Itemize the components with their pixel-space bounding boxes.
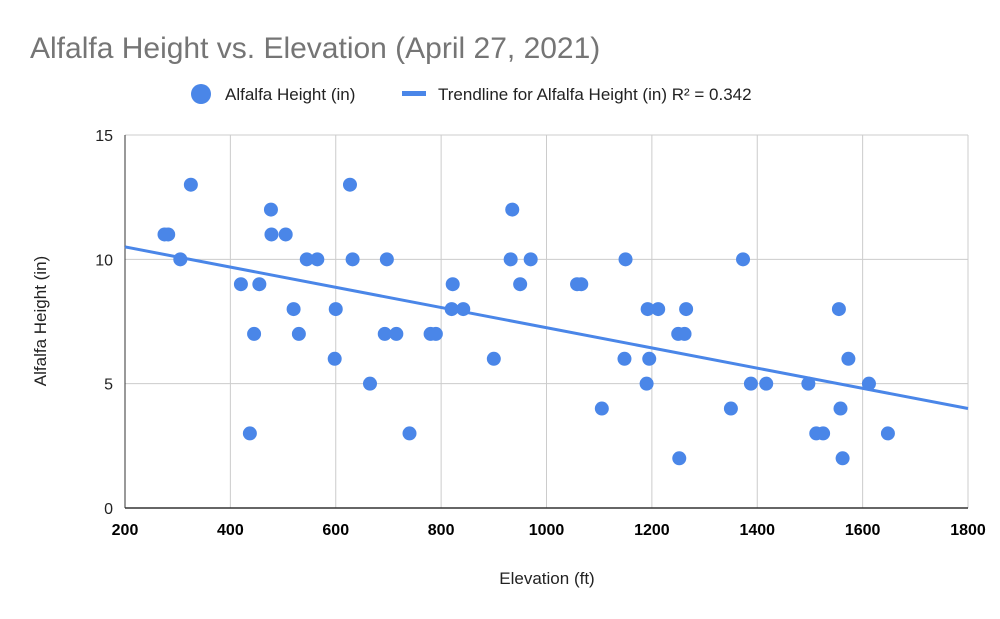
data-point <box>679 302 694 317</box>
data-point <box>242 426 257 441</box>
data-point <box>833 401 848 416</box>
data-point <box>428 326 443 341</box>
data-point <box>389 326 404 341</box>
data-point <box>252 277 267 292</box>
data-point <box>861 376 876 391</box>
data-point <box>183 177 198 192</box>
data-point <box>801 376 816 391</box>
data-point <box>594 401 609 416</box>
data-point <box>835 451 850 466</box>
x-tick-label: 800 <box>428 522 455 539</box>
data-point <box>642 351 657 366</box>
data-point <box>377 326 392 341</box>
y-axis-label: Alfalfa Height (in) <box>31 256 50 386</box>
y-tick-label: 5 <box>104 377 113 394</box>
data-point <box>327 351 342 366</box>
data-point <box>486 351 501 366</box>
data-point <box>759 376 774 391</box>
data-point <box>523 252 538 267</box>
data-point <box>831 302 846 317</box>
data-point <box>362 376 377 391</box>
data-point <box>574 277 589 292</box>
data-point <box>639 376 654 391</box>
data-point <box>743 376 758 391</box>
gridlines <box>125 134 969 508</box>
x-tick-label: 1400 <box>739 522 775 539</box>
axes <box>124 135 968 509</box>
data-point <box>841 351 856 366</box>
data-point <box>503 252 518 267</box>
data-point <box>328 302 343 317</box>
data-point <box>618 252 633 267</box>
data-point <box>264 227 279 242</box>
data-point <box>880 426 895 441</box>
data-point <box>816 426 831 441</box>
data-point <box>342 177 357 192</box>
y-tick-label: 0 <box>104 501 113 518</box>
data-point <box>310 252 325 267</box>
x-tick-label: 1600 <box>845 522 881 539</box>
trendline <box>124 245 969 411</box>
data-point <box>299 252 314 267</box>
data-point <box>456 302 471 317</box>
x-tick-label: 1200 <box>634 522 670 539</box>
data-point <box>505 202 520 217</box>
x-tick-label: 400 <box>217 522 244 539</box>
y-tick-label: 15 <box>95 128 113 145</box>
legend-marker-points <box>191 84 211 104</box>
data-point <box>161 227 176 242</box>
data-point <box>286 302 301 317</box>
x-tick-label: 600 <box>322 522 349 539</box>
data-point <box>513 277 528 292</box>
data-point <box>617 351 632 366</box>
x-tick-label: 1800 <box>950 522 986 539</box>
x-axis-label: Elevation (ft) <box>499 569 594 588</box>
data-point <box>651 302 666 317</box>
data-point <box>263 202 278 217</box>
legend-marker-trendline <box>402 91 426 96</box>
data-point <box>291 326 306 341</box>
x-tick-label: 200 <box>112 522 139 539</box>
data-point <box>379 252 394 267</box>
data-point <box>402 426 417 441</box>
x-tick-label: 1000 <box>529 522 565 539</box>
data-point <box>672 451 687 466</box>
data-point <box>247 326 262 341</box>
chart-title: Alfalfa Height vs. Elevation (April 27, … <box>30 32 600 65</box>
data-point <box>723 401 738 416</box>
trendline-layer <box>124 245 969 411</box>
data-point <box>677 326 692 341</box>
legend-label-trendline: Trendline for Alfalfa Height (in) R² = 0… <box>438 85 752 104</box>
data-points <box>157 177 895 466</box>
legend-label-points: Alfalfa Height (in) <box>225 85 355 104</box>
data-point <box>278 227 293 242</box>
legend: Alfalfa Height (in) Trendline for Alfalf… <box>191 84 752 104</box>
data-point <box>640 302 655 317</box>
data-point <box>736 252 751 267</box>
data-point <box>444 302 459 317</box>
data-point <box>173 252 188 267</box>
data-point <box>345 252 360 267</box>
tick-labels: 200 400 600 800 1000 1200 1400 1600 1800 0 5 10 15 <box>95 128 986 539</box>
data-point <box>445 277 460 292</box>
data-point <box>233 277 248 292</box>
y-tick-label: 10 <box>95 252 113 269</box>
